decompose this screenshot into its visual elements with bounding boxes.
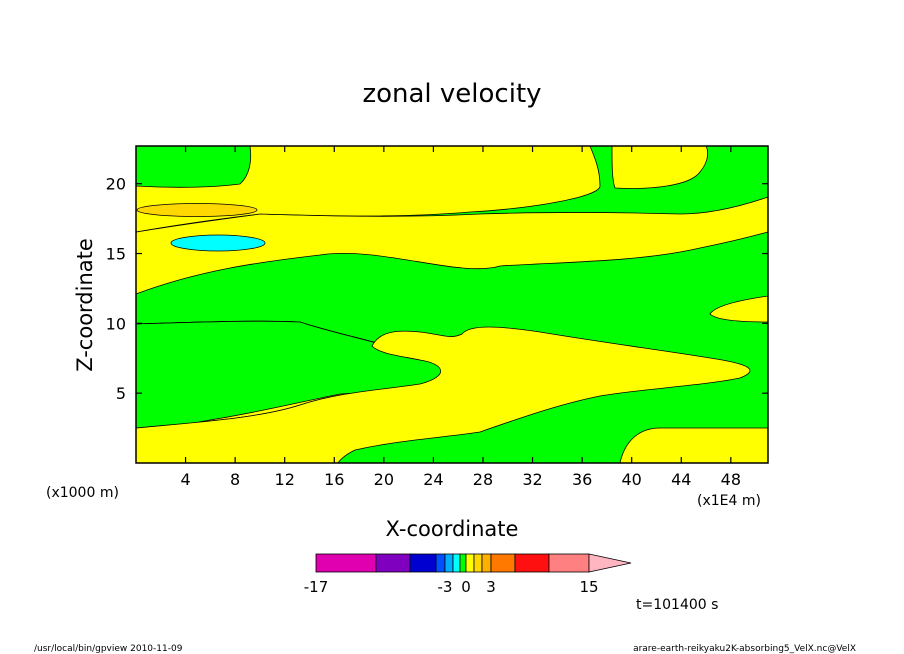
- x-tick-label: 28: [473, 470, 493, 489]
- colorbar-segment: [473, 553, 483, 573]
- y-tick-label: 20: [106, 175, 126, 194]
- chart-title: zonal velocity: [362, 79, 541, 109]
- colorbar-segment: [459, 553, 467, 573]
- colorbar-segment: [452, 553, 461, 573]
- x-tick-label: 40: [622, 470, 642, 489]
- x-axis: 4 8 12 16 20 24 28 32 36 40 44 48: [180, 146, 741, 489]
- x-tick-label: 24: [423, 470, 443, 489]
- y-axis-label: Z-coordinate: [73, 238, 97, 372]
- y-tick-label: 5: [116, 384, 126, 403]
- x-tick-label: 8: [230, 470, 240, 489]
- x-tick-label: 12: [275, 470, 295, 489]
- plot-frame: [135, 145, 769, 464]
- colorbar-tick-label: 0: [461, 578, 471, 596]
- colorbar-segment: [548, 553, 590, 573]
- colorbar-segment: [490, 553, 516, 573]
- x-unit-label: (x1E4 m): [697, 493, 761, 509]
- footer-left: /usr/local/bin/gpview 2010-11-09: [34, 644, 183, 654]
- colorbar-tick-label: -3: [438, 578, 453, 596]
- colorbar: -17 -3 0 3 15: [304, 553, 632, 596]
- colorbar-segment: [444, 553, 454, 573]
- region-positive-bottom-right: [619, 427, 769, 464]
- y-tick-label: 15: [106, 245, 126, 264]
- y-tick-label: 10: [106, 314, 126, 333]
- colorbar-segment: [315, 553, 377, 573]
- y-axis: 5 10 15 20: [106, 175, 768, 403]
- colorbar-segment: [435, 553, 446, 573]
- region-positive-top-right: [611, 145, 709, 189]
- time-label: t=101400 s: [636, 597, 718, 613]
- x-tick-label: 16: [324, 470, 344, 489]
- colorbar-tick-label: 15: [579, 578, 598, 596]
- colorbar-tick-label: 3: [486, 578, 496, 596]
- x-tick-label: 44: [671, 470, 691, 489]
- x-tick-label: 4: [180, 470, 190, 489]
- region-positive-right-edge: [709, 295, 769, 323]
- footer-right: arare-earth-reikyaku2K-absorbing5_VelX.n…: [633, 644, 856, 654]
- colorbar-segment: [465, 553, 475, 573]
- x-tick-label: 48: [721, 470, 741, 489]
- colorbar-segment: [409, 553, 437, 573]
- colorbar-tick-label: -17: [304, 578, 329, 596]
- region-positive-tongue: [135, 326, 751, 464]
- colorbar-segment: [375, 553, 411, 573]
- x-axis-label: X-coordinate: [386, 517, 519, 541]
- x-tick-label: 32: [522, 470, 542, 489]
- contour-fills: [135, 145, 769, 464]
- x-tick-label: 20: [374, 470, 394, 489]
- region-negative-mid-ellipse: [170, 234, 266, 252]
- y-unit-label: (x1000 m): [46, 485, 119, 501]
- region-positive-mid-ellipse: [136, 203, 258, 217]
- colorbar-segment: [514, 553, 550, 573]
- colorbar-segment: [481, 553, 492, 573]
- colorbar-arrow: [588, 553, 632, 573]
- x-tick-label: 36: [572, 470, 592, 489]
